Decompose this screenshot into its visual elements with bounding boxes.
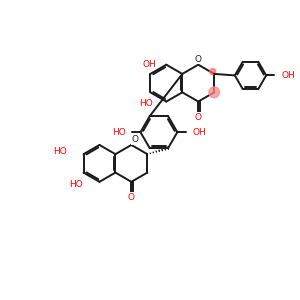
Text: O: O [128, 193, 135, 202]
Text: OH: OH [192, 128, 206, 137]
Text: HO: HO [112, 128, 126, 137]
Circle shape [209, 87, 220, 98]
Text: OH: OH [281, 71, 295, 80]
Text: O: O [195, 55, 202, 64]
Text: OH: OH [142, 60, 156, 69]
Text: O: O [195, 112, 202, 122]
Text: HO: HO [69, 180, 83, 189]
Text: HO: HO [53, 147, 67, 156]
Text: O: O [131, 135, 139, 144]
Circle shape [210, 69, 216, 74]
Text: HO: HO [139, 98, 153, 107]
